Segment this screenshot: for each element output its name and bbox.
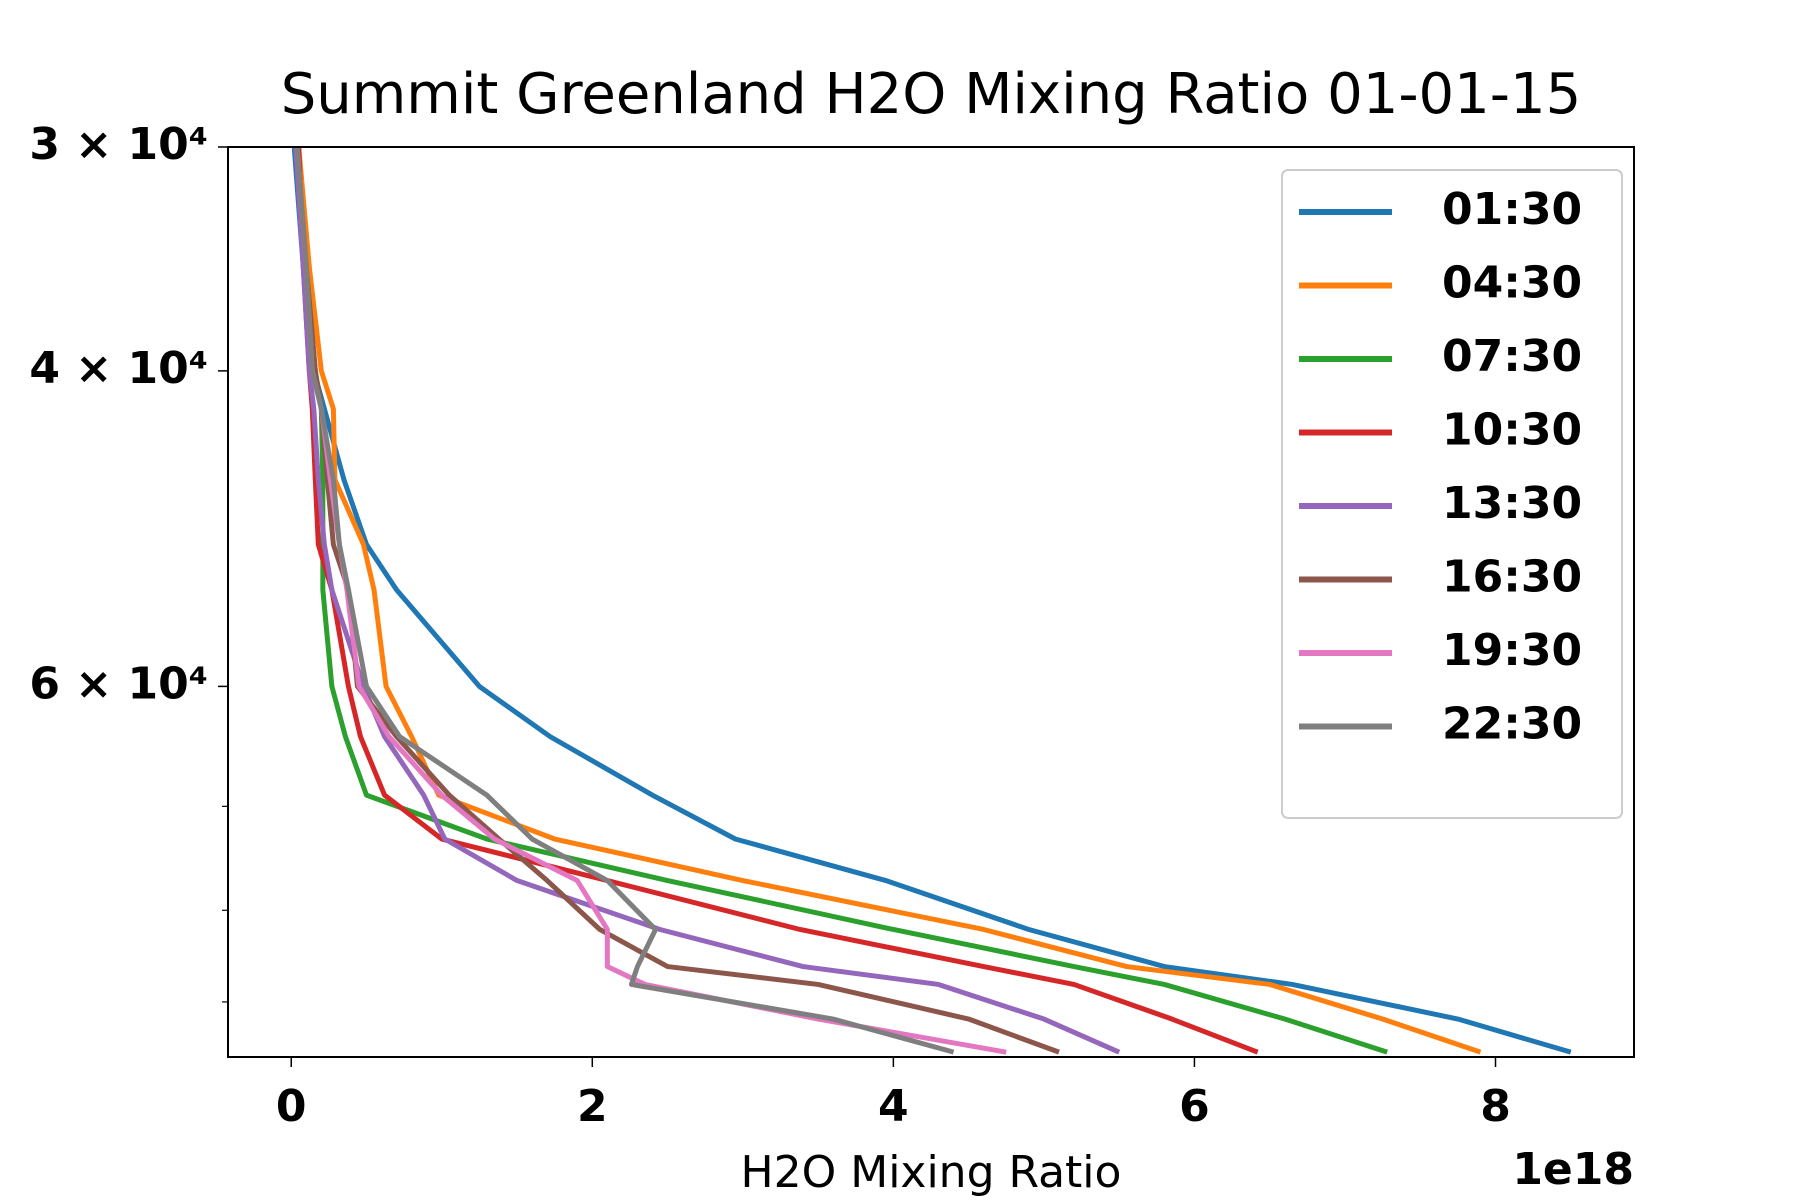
- x-tick-label: 2: [577, 1081, 608, 1132]
- legend-label: 16:30: [1442, 552, 1582, 603]
- data-line: [296, 147, 1482, 1055]
- data-line: [294, 147, 1060, 1055]
- x-tick-label: 6: [1179, 1081, 1210, 1132]
- x-tick-label: 8: [1480, 1081, 1511, 1132]
- x-tick-label: 0: [276, 1081, 307, 1132]
- plot-frame: [227, 146, 1635, 1058]
- chart-title: Summit Greenland H2O Mixing Ratio 01-01-…: [281, 62, 1582, 127]
- y-tick-label: 4 × 10⁴: [29, 343, 208, 394]
- data-line: [294, 147, 955, 1055]
- data-line: [296, 147, 1259, 1055]
- legend-label: 13:30: [1442, 478, 1582, 529]
- y-tick-label: 6 × 10⁴: [29, 658, 208, 709]
- legend-label: 01:30: [1442, 184, 1582, 235]
- x-offset-label: 1e18: [1512, 1144, 1634, 1195]
- legend-label: 07:30: [1442, 331, 1582, 382]
- data-line: [293, 147, 1121, 1055]
- x-axis-label: H2O Mixing Ratio: [741, 1147, 1122, 1198]
- legend-label: 22:30: [1442, 699, 1582, 750]
- data-line: [294, 147, 1388, 1055]
- legend-label: 10:30: [1442, 405, 1582, 456]
- y-tick-label: 3 × 10⁴: [29, 119, 208, 170]
- legend-label: 19:30: [1442, 625, 1582, 676]
- x-tick-label: 4: [878, 1081, 909, 1132]
- legend-label: 04:30: [1442, 258, 1582, 309]
